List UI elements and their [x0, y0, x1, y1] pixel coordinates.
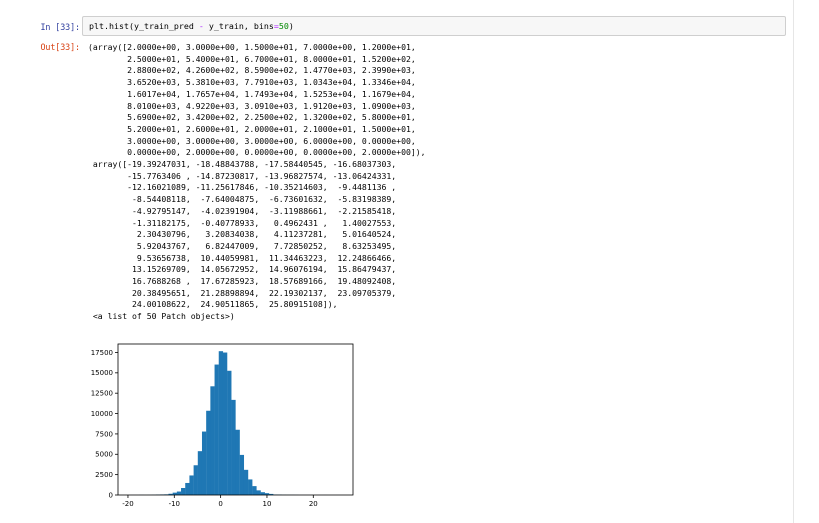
previous-output-fragment: [0, 0, 819, 4]
y-tick-label: 0: [109, 491, 113, 499]
y-tick-label: 12500: [91, 390, 113, 398]
code-equals: =: [273, 21, 279, 31]
output-line: 5.6900e+02, 3.4200e+02, 2.2500e+02, 1.32…: [88, 112, 416, 123]
output-line: -8.54408118, -7.64004875, -6.73601632, -…: [88, 194, 397, 205]
code-line[interactable]: plt.hist(y_train_pred - y_train, bins=50…: [89, 21, 294, 31]
output-line: 9.53656738, 10.44059981, 11.34463223, 12…: [88, 252, 397, 263]
code-input-area[interactable]: plt.hist(y_train_pred - y_train, bins=50…: [82, 16, 786, 36]
output-line: 8.0100e+03, 4.9220e+03, 3.0910e+03, 1.91…: [88, 100, 416, 111]
x-tick-label: 10: [262, 500, 271, 508]
output-line: 24.00108622, 24.90511865, 25.80915108]),: [88, 299, 338, 310]
output-line: 3.0000e+00, 3.0000e+00, 3.0000e+00, 6.00…: [88, 135, 416, 146]
histogram-bar: [239, 454, 245, 495]
code-close: ): [288, 21, 294, 31]
histogram-bar: [189, 475, 194, 495]
y-tick-label: 10000: [91, 410, 113, 418]
output-line: 13.15269709, 14.05672952, 14.96076194, 1…: [88, 264, 397, 275]
output-line: -12.16021089, -11.25617846, -10.35214603…: [88, 182, 397, 193]
output-line: 16.7688268 , 17.67285923, 18.57689166, 1…: [88, 276, 397, 287]
histogram-bar: [264, 493, 270, 495]
output-prompt: Out[33]:: [40, 42, 80, 52]
x-tick-label: -20: [122, 500, 133, 508]
y-tick-label: 17500: [91, 349, 113, 357]
output-line: 20.38495651, 21.28898894, 22.19302137, 2…: [88, 287, 397, 298]
notebook-right-border: [793, 0, 794, 523]
code-operator: -: [198, 21, 204, 31]
histogram-bar: [193, 465, 198, 495]
output-line: 2.30430796, 3.20834038, 4.11237281, 5.01…: [88, 229, 397, 240]
output-text: (array([2.0000e+00, 3.0000e+00, 1.5000e+…: [88, 42, 426, 323]
output-line: 2.5000e+01, 5.4000e+01, 6.7000e+01, 8.00…: [88, 53, 416, 64]
histogram-bar: [181, 488, 186, 495]
output-line: <a list of 50 Patch objects>): [88, 311, 235, 322]
output-line: -15.7763406 , -14.87230817, -13.96827574…: [88, 170, 397, 181]
output-line: 2.8800e+02, 4.2600e+02, 8.5900e+02, 1.47…: [88, 65, 416, 76]
histogram-chart: 0 2500 5000 7500 10000 12500 15000 17500 -20 -10 0…: [91, 343, 354, 508]
histogram-bar: [176, 491, 182, 495]
histogram-bar: [222, 352, 228, 495]
output-line: -4.92795147, -4.02391904, -3.11988661, -…: [88, 205, 397, 216]
output-line: (array([2.0000e+00, 3.0000e+00, 1.5000e+…: [88, 42, 416, 52]
histogram-bar: [252, 486, 257, 495]
histogram-bar: [197, 451, 203, 495]
code-number: 50: [278, 21, 289, 31]
y-tick-label: 2500: [95, 471, 113, 479]
output-line: 1.6017e+04, 1.7657e+04, 1.7493e+04, 1.52…: [88, 88, 416, 99]
x-tick-label: 0: [218, 500, 222, 508]
output-line: array([-19.39247031, -18.48843788, -17.5…: [88, 159, 397, 170]
histogram-bar: [256, 490, 261, 495]
histogram-bar: [168, 493, 173, 495]
histogram-bar: [235, 429, 240, 495]
code-args-2: y_train, bins: [208, 21, 274, 31]
output-line: 3.6520e+03, 5.3810e+03, 7.7910e+03, 1.03…: [88, 77, 416, 88]
output-line: 0.0000e+00, 2.0000e+00, 0.0000e+00, 0.00…: [88, 147, 426, 158]
y-tick-label: 7500: [95, 430, 113, 438]
output-line: 5.92043767, 6.82447009, 7.72850252, 8.63…: [88, 240, 397, 251]
code-call: plt.hist: [89, 21, 129, 31]
histogram-bar: [243, 469, 249, 495]
histogram-bar: [218, 351, 224, 495]
histogram-bar: [269, 493, 274, 495]
y-tick-label: 15000: [91, 369, 113, 377]
plot-frame: [117, 343, 354, 496]
histogram-figure: 0 2500 5000 7500 10000 12500 15000 17500 -20 -10 0…: [86, 338, 366, 518]
x-tick-label: -10: [169, 500, 180, 508]
output-line: 5.2000e+01, 2.6000e+01, 2.0000e+01, 2.10…: [88, 123, 416, 134]
histogram-bar: [210, 386, 215, 495]
input-prompt: In [33]:: [40, 22, 80, 32]
x-tick-label: 20: [309, 500, 318, 508]
histogram-bar: [248, 479, 253, 495]
histogram-bar: [172, 492, 177, 495]
histogram-bar: [227, 370, 232, 495]
output-line: -1.31182175, -0.40778933, 0.4962431 , 1.…: [88, 217, 397, 228]
histogram-bar: [260, 492, 265, 495]
histogram-bar: [231, 399, 236, 495]
y-tick-label: 5000: [95, 451, 113, 459]
histogram-bar: [206, 410, 211, 495]
histogram-bar: [214, 364, 219, 495]
code-args: (y_train_pred: [128, 21, 194, 31]
histogram-bar: [185, 482, 190, 495]
histogram-bar: [201, 431, 207, 495]
